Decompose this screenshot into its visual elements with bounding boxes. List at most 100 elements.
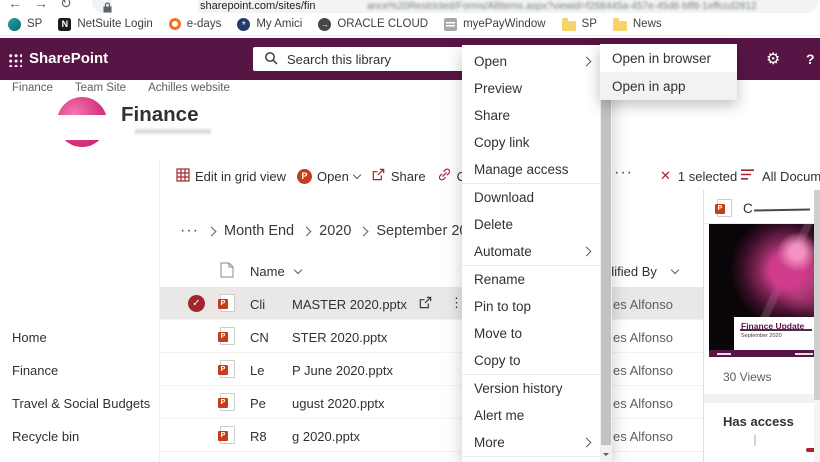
table-row[interactable]: P Le P June 2020.pptx es Alfonso: [160, 353, 703, 386]
gear-icon[interactable]: ⚙: [766, 51, 781, 68]
site-nav-team-site[interactable]: Team Site: [74, 82, 127, 94]
file-name[interactable]: R8: [250, 429, 267, 444]
bookmark-label: myePayWindow: [463, 18, 546, 30]
file-name[interactable]: g 2020.pptx: [292, 429, 360, 444]
menu-item-automate[interactable]: Automate: [462, 238, 600, 265]
menu-item-move-to[interactable]: Move to: [474, 326, 523, 341]
myepaywindow-favicon-icon: [444, 17, 458, 31]
edit-grid-view-button[interactable]: Edit in grid view: [176, 167, 286, 185]
view-selector[interactable]: All Documents: [740, 160, 820, 192]
file-name[interactable]: Pe: [250, 396, 266, 411]
sidebar-item-travel-budgets[interactable]: Travel & Social Budgets: [12, 396, 151, 411]
table-row[interactable]: P Pe ugust 2020.pptx es Alfonso: [160, 386, 703, 419]
powerpoint-file-icon: P: [715, 199, 732, 217]
sidebar-item-home[interactable]: Home: [12, 330, 47, 345]
open-button[interactable]: P Open: [297, 168, 362, 184]
avatar[interactable]: [754, 434, 778, 446]
bookmark-myepaywindow[interactable]: myePayWindow: [444, 17, 546, 31]
menu-item-alert-me[interactable]: Alert me: [474, 408, 525, 423]
menu-item-open-in-app[interactable]: Open in app: [600, 72, 737, 100]
menu-item-delete[interactable]: Delete: [474, 217, 514, 232]
table-row[interactable]: P CN STER 2020.pptx es Alfonso: [160, 320, 703, 353]
file-name[interactable]: MASTER 2020.pptx: [292, 297, 407, 312]
scrollbar-thumb[interactable]: [601, 45, 611, 445]
refresh-icon[interactable]: ↻: [60, 0, 72, 11]
help-icon[interactable]: ?: [806, 51, 815, 67]
clear-selection-icon[interactable]: ✕: [660, 168, 671, 183]
scroll-down-icon[interactable]: [600, 449, 612, 462]
modified-by-value: es Alfonso: [613, 363, 673, 378]
bookmarks-bar: SP N NetSuite Login e-days * My Amici → …: [0, 13, 820, 36]
row-more-actions-icon[interactable]: ⋮: [450, 295, 463, 310]
breadcrumb-2020[interactable]: 2020: [319, 223, 352, 239]
app-title[interactable]: SharePoint: [29, 50, 109, 67]
bookmark-label: e-days: [186, 18, 222, 30]
powerpoint-file-icon: P: [218, 360, 235, 378]
breadcrumb-month-end[interactable]: Month End: [223, 223, 295, 239]
bookmark-folder-sp[interactable]: SP: [561, 18, 597, 31]
powerpoint-file-icon: P: [218, 393, 235, 411]
toolbar-overflow-button[interactable]: ···: [614, 164, 633, 181]
sharepoint-favicon-icon: [8, 17, 21, 31]
site-header: Finance: [0, 96, 820, 160]
forward-icon[interactable]: →: [34, 0, 48, 11]
powerpoint-file-icon: P: [218, 294, 235, 312]
file-name[interactable]: Le: [250, 363, 265, 378]
menu-scrollbar[interactable]: [600, 45, 612, 462]
file-name[interactable]: STER 2020.pptx: [292, 330, 388, 345]
powerpoint-icon: P: [297, 168, 313, 184]
menu-item-open[interactable]: Open: [462, 48, 600, 75]
folder-icon: [612, 18, 627, 31]
redaction-scribble: [753, 208, 811, 212]
bookmark-edays[interactable]: e-days: [168, 18, 222, 30]
chevron-right-icon: [358, 226, 369, 236]
site-nav-achilles-website[interactable]: Achilles website: [148, 82, 230, 94]
share-button[interactable]: Share: [371, 167, 426, 185]
address-bar[interactable]: sharepoint.com/sites/fin ance%20Restrict…: [92, 0, 818, 13]
menu-item-copy-to[interactable]: Copy to: [474, 353, 521, 368]
panel-scrollbar[interactable]: [814, 190, 820, 462]
file-name[interactable]: CN: [250, 330, 269, 345]
breadcrumb-overflow-button[interactable]: ···: [180, 222, 199, 239]
grid-icon: [176, 167, 190, 185]
bookmark-sp[interactable]: SP: [8, 17, 42, 31]
site-nav-finance[interactable]: Finance: [12, 82, 53, 94]
menu-item-pin-to-top[interactable]: Pin to top: [474, 299, 532, 314]
menu-item-preview[interactable]: Preview: [474, 81, 523, 96]
menu-divider: [462, 183, 600, 184]
menu-item-rename[interactable]: Rename: [474, 272, 526, 287]
menu-item-manage-access[interactable]: Manage access: [474, 162, 569, 177]
sidebar-item-finance[interactable]: Finance: [12, 363, 59, 378]
back-icon[interactable]: ←: [8, 0, 22, 11]
app-launcher-icon[interactable]: [7, 52, 22, 67]
menu-item-copy-link[interactable]: Copy link: [474, 135, 530, 150]
redaction-smudge: [135, 129, 211, 134]
bookmark-oracle[interactable]: → ORACLE CLOUD: [318, 17, 428, 31]
menu-divider: [462, 265, 600, 266]
netsuite-favicon-icon: N: [58, 17, 72, 31]
menu-item-open-in-browser[interactable]: Open in browser: [612, 50, 712, 66]
menu-item-share[interactable]: Share: [474, 108, 511, 123]
breadcrumb-september-2020[interactable]: September 2020: [376, 223, 484, 239]
bookmark-myamici[interactable]: * My Amici: [237, 17, 302, 31]
table-row[interactable]: P R8 g 2020.pptx es Alfonso: [160, 419, 703, 452]
bookmark-folder-news[interactable]: News: [612, 18, 662, 31]
share-icon[interactable]: [418, 295, 433, 315]
sidebar-item-recycle-bin[interactable]: Recycle bin: [12, 429, 80, 444]
bookmark-label: News: [632, 18, 662, 30]
file-preview-thumbnail[interactable]: Finance Update September 2020: [709, 224, 820, 357]
table-row[interactable]: ✓ P Cli MASTER 2020.pptx ⋮ es Alfonso: [160, 287, 703, 320]
bookmark-netsuite[interactable]: N NetSuite Login: [58, 17, 153, 31]
menu-item-download[interactable]: Download: [474, 190, 535, 205]
menu-item-version-history[interactable]: Version history: [474, 381, 563, 396]
column-header-name[interactable]: Name: [250, 264, 285, 279]
avatar[interactable]: [723, 434, 747, 446]
selected-check-icon[interactable]: ✓: [188, 295, 205, 312]
file-name[interactable]: ugust 2020.pptx: [292, 396, 385, 411]
menu-divider: [462, 374, 600, 375]
search-input[interactable]: Search this library: [253, 47, 470, 71]
menu-item-more[interactable]: More: [462, 429, 600, 456]
file-name[interactable]: P June 2020.pptx: [292, 363, 393, 378]
file-name[interactable]: Cli: [250, 297, 266, 312]
selection-status: ✕ 1 selected: [660, 160, 737, 192]
